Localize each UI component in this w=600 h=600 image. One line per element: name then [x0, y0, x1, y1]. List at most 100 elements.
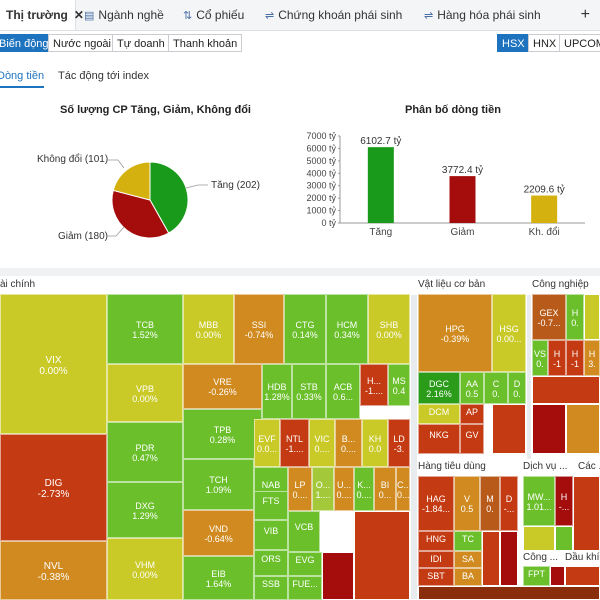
- tile-ba[interactable]: BA: [454, 568, 482, 586]
- sector-tai-chinh[interactable]: ài chính: [0, 278, 410, 292]
- tile-kh[interactable]: KH 0.0: [362, 419, 388, 467]
- tile-vre[interactable]: VRE -0.26%: [183, 364, 262, 409]
- tile-vnd[interactable]: VND -0.64%: [183, 510, 254, 556]
- tile-evf[interactable]: EVF 0.0...: [254, 419, 280, 467]
- tile-tpb[interactable]: TPB 0.28%: [183, 409, 262, 459]
- tile-idi[interactable]: IDI: [418, 551, 454, 568]
- tile-vpb[interactable]: VPB 0.00%: [107, 364, 183, 422]
- tile-h[interactable]: H -1: [566, 340, 584, 376]
- tile-hpg[interactable]: HPG -0.39%: [418, 294, 492, 372]
- tile-h[interactable]: H -1: [548, 340, 566, 376]
- sector-dau-khi[interactable]: Dầu khí: [565, 551, 600, 565]
- pie-slice-không-đổi[interactable]: [112, 161, 151, 201]
- tile-gex[interactable]: GEX -0.7...: [532, 294, 566, 340]
- tile-dig[interactable]: DIG -2.73%: [0, 434, 107, 541]
- tile-tch[interactable]: TCH 1.09%: [183, 459, 254, 510]
- tile-u[interactable]: U... 0....: [334, 467, 354, 511]
- sector-hang-tieu-dung[interactable]: Hàng tiêu dùng: [418, 460, 518, 474]
- sector-cong[interactable]: Công ...: [523, 551, 563, 565]
- bar-2[interactable]: [531, 195, 558, 223]
- tile-fts[interactable]: FTS: [254, 491, 288, 520]
- bar-1[interactable]: [449, 176, 476, 223]
- bar-0[interactable]: [367, 147, 394, 223]
- tile-d[interactable]: D 0.: [508, 372, 526, 404]
- tile-nkg[interactable]: NKG: [418, 424, 460, 454]
- filter-thanh-khoan[interactable]: Thanh khoản: [168, 34, 243, 52]
- tab-tac-dong-index[interactable]: Tác động tới index: [58, 70, 149, 82]
- tab-co-phieu[interactable]: ⇅ Cổ phiếu: [183, 0, 244, 30]
- tile-v[interactable]: V 0.5: [454, 476, 480, 531]
- add-tab-icon[interactable]: +: [580, 6, 590, 23]
- tile-evg[interactable]: EVG: [288, 552, 322, 576]
- tile-mw[interactable]: MW... 1.01...: [523, 476, 555, 526]
- tile-acb[interactable]: ACB 0.6...: [326, 364, 360, 419]
- pie-slice-tăng[interactable]: [149, 161, 189, 234]
- sector-cong-nghiep[interactable]: Công nghiệp: [532, 278, 600, 292]
- tile-hcm[interactable]: HCM 0.34%: [326, 294, 368, 364]
- tile-c[interactable]: C...0....: [396, 467, 410, 511]
- tile-eib[interactable]: EIB 1.64%: [183, 556, 254, 600]
- tile-vic[interactable]: VIC 0....: [309, 419, 335, 467]
- tile-vs[interactable]: VS 0.: [532, 340, 548, 376]
- tile-nvl[interactable]: NVL -0.38%: [0, 541, 107, 600]
- tile-aa[interactable]: AA 0.5: [460, 372, 484, 404]
- tile-lp[interactable]: LP 0....: [288, 467, 312, 511]
- tile-ssi[interactable]: SSI -0.74%: [234, 294, 284, 364]
- tile-h[interactable]: H 3.: [584, 340, 600, 376]
- tile-hng[interactable]: HNG: [418, 531, 454, 551]
- tile-h[interactable]: H... -1....: [360, 364, 388, 406]
- tile-dcm[interactable]: DCM: [418, 404, 460, 424]
- tile-shb[interactable]: SHB 0.00%: [368, 294, 410, 364]
- tab-chung-khoan-phai-sinh[interactable]: ⇌ Chứng khoán phái sinh: [265, 0, 402, 30]
- tile-vhm[interactable]: VHM 0.00%: [107, 538, 183, 600]
- exchange-upcom[interactable]: UPCOM: [559, 34, 600, 52]
- tile-fue[interactable]: FUE...: [288, 576, 322, 600]
- tile-h[interactable]: H -...: [555, 476, 573, 526]
- tile-vix[interactable]: VIX 0.00%: [0, 294, 107, 434]
- tile-d[interactable]: D -...: [500, 476, 518, 531]
- filter-bien-dong[interactable]: Biến động: [0, 34, 49, 52]
- tile-hsg[interactable]: HSG 0.00...: [492, 294, 526, 372]
- tile-gv[interactable]: GV: [460, 424, 484, 454]
- tab-nganh-nghe[interactable]: ▤ Ngành nghề: [84, 0, 164, 30]
- tile-m[interactable]: M 0.: [480, 476, 500, 531]
- tile-pdr[interactable]: PDR 0.47%: [107, 422, 183, 482]
- tile-ssb[interactable]: SSB: [254, 576, 288, 600]
- sector-vat-lieu-co-ban[interactable]: Vật liệu cơ bản: [418, 278, 526, 292]
- tile-ld[interactable]: LD -3.: [388, 419, 410, 467]
- tile-hag[interactable]: HAG -1.84...: [418, 476, 454, 531]
- tile-sbt[interactable]: SBT: [418, 568, 454, 586]
- tile-tc[interactable]: TC: [454, 531, 482, 551]
- tile-b[interactable]: B... 0....: [335, 419, 362, 467]
- tile-fpt[interactable]: FPT: [523, 566, 550, 586]
- tile-stb[interactable]: STB 0.33%: [292, 364, 326, 419]
- tile-c[interactable]: C 0.: [484, 372, 508, 404]
- tile-tcb[interactable]: TCB 1.52%: [107, 294, 183, 364]
- tile-ap[interactable]: AP: [460, 404, 484, 424]
- tab-thi-truong[interactable]: Thị trường ✕: [0, 0, 84, 30]
- tile-bi[interactable]: BI 0...: [374, 467, 396, 511]
- close-icon[interactable]: ✕: [73, 8, 84, 22]
- tile-mbb[interactable]: MBB 0.00%: [183, 294, 234, 364]
- tile-ctg[interactable]: CTG 0.14%: [284, 294, 326, 364]
- tile-vcb[interactable]: VCB: [288, 511, 320, 552]
- tile-k[interactable]: K... 0....: [354, 467, 374, 511]
- tile-o[interactable]: O... 1....: [312, 467, 334, 511]
- tile-dgc[interactable]: DGC 2.16%: [418, 372, 460, 404]
- tile-h[interactable]: H 0.: [566, 294, 584, 340]
- filter-tu-doanh[interactable]: Tự doanh: [112, 34, 170, 52]
- tile-ors[interactable]: ORS: [254, 550, 288, 576]
- tile-vib[interactable]: VIB: [254, 520, 288, 550]
- pie-slice-giảm[interactable]: [111, 189, 170, 239]
- tile-ms[interactable]: MS 0.4: [388, 364, 410, 406]
- tile-sa[interactable]: SA: [454, 551, 482, 568]
- sector-dich-vu[interactable]: Dịch vụ ...: [523, 460, 573, 474]
- tile-ntl[interactable]: NTL -1....: [280, 419, 309, 467]
- tab-hang-hoa-phai-sinh[interactable]: ⇌ Hàng hóa phái sinh: [424, 0, 541, 30]
- filter-nuoc-ngoai[interactable]: Nước ngoài: [48, 34, 116, 52]
- sector-cac[interactable]: Các ...: [578, 460, 600, 474]
- tab-dong-tien[interactable]: Dòng tiền: [0, 70, 45, 88]
- tile-dxg[interactable]: DXG 1.29%: [107, 482, 183, 538]
- exchange-hsx[interactable]: HSX: [497, 34, 530, 52]
- tile-hdb[interactable]: HDB 1.28%: [262, 364, 292, 419]
